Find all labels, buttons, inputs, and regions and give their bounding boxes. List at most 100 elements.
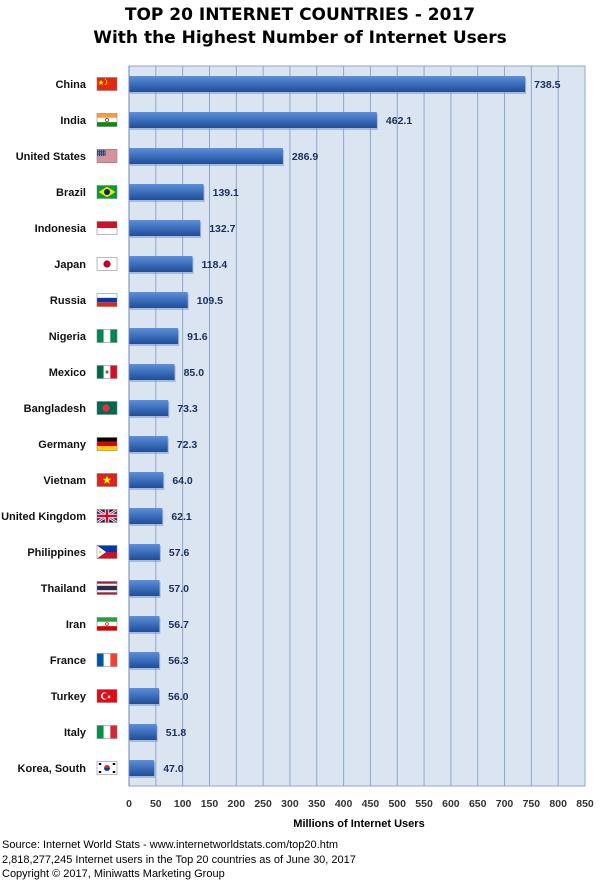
value-label: 56.3	[168, 655, 189, 667]
value-label: 286.9	[292, 151, 318, 163]
x-axis-label: Millions of Internet Users	[293, 818, 424, 830]
bar	[129, 616, 160, 632]
category-label: Korea, South	[18, 763, 87, 775]
category-label: Germany	[38, 439, 87, 451]
mexico-flag-icon	[96, 365, 118, 379]
bar	[129, 184, 204, 200]
value-label: 109.5	[197, 295, 223, 307]
bar	[129, 508, 163, 524]
value-label: 73.3	[177, 403, 198, 415]
x-tick-labels: 0 50 100 150 200 250 300 350 400 450 500 550 600 650 7…	[126, 798, 594, 810]
category-label: Bangladesh	[24, 403, 87, 415]
category-label: Mexico	[49, 367, 87, 379]
value-label: 91.6	[187, 331, 208, 343]
nigeria-flag-icon	[96, 329, 118, 343]
bars	[129, 76, 527, 778]
category-label: Iran	[66, 619, 86, 631]
flag-icons	[96, 77, 118, 775]
footer: Source: Internet World Stats - www.inter…	[2, 838, 356, 882]
bar	[129, 256, 193, 272]
germany-flag-icon	[96, 437, 118, 451]
x-tick-label: 250	[254, 798, 272, 810]
chart-title-block: TOP 20 INTERNET COUNTRIES - 2017 With th…	[0, 4, 600, 50]
value-label: 738.5	[534, 79, 560, 91]
x-tick-label: 550	[415, 798, 433, 810]
thailand-flag-icon	[96, 581, 118, 595]
value-label: 64.0	[172, 475, 193, 487]
uk-flag-icon	[96, 508, 118, 524]
x-tick-label: 100	[174, 798, 192, 810]
bar	[129, 760, 155, 776]
gridlines	[155, 66, 586, 786]
x-tick-label: 750	[523, 798, 541, 810]
category-label: United Kingdom	[1, 511, 86, 523]
bar	[129, 544, 160, 560]
value-label: 57.6	[169, 547, 190, 559]
bar	[129, 724, 157, 740]
brazil-flag-icon	[96, 185, 118, 199]
category-label: Japan	[54, 259, 86, 271]
chart-title: TOP 20 INTERNET COUNTRIES - 2017	[124, 5, 476, 25]
value-label: 56.0	[168, 691, 189, 703]
value-label: 57.0	[169, 583, 190, 595]
x-tick-label: 0	[126, 798, 132, 810]
bar	[129, 220, 201, 236]
value-label: 118.4	[202, 259, 228, 271]
bar	[129, 436, 168, 452]
bar	[129, 148, 283, 164]
category-labels: China India United States Brazil Indonesia Ja…	[1, 79, 87, 775]
category-label: Russia	[50, 295, 87, 307]
usa-flag-icon	[96, 149, 118, 163]
value-label: 51.8	[166, 727, 187, 739]
value-label: 462.1	[386, 115, 412, 127]
category-label: Philippines	[27, 547, 86, 559]
source-note: Source: Internet World Stats - www.inter…	[2, 839, 339, 851]
bar	[129, 328, 179, 344]
vietnam-flag-icon	[96, 473, 118, 487]
x-tick-label: 200	[228, 798, 246, 810]
category-label: Turkey	[51, 691, 87, 703]
x-tick-label: 850	[576, 798, 594, 810]
x-tick-label: 300	[281, 798, 299, 810]
x-tick-label: 150	[201, 798, 219, 810]
italy-flag-icon	[96, 725, 118, 739]
bar	[129, 580, 160, 596]
category-label: Italy	[64, 727, 87, 739]
bar	[129, 652, 160, 668]
russia-flag-icon	[96, 293, 118, 307]
category-label: Indonesia	[35, 223, 87, 235]
category-label: United States	[16, 151, 86, 163]
india-flag-icon	[96, 113, 118, 127]
category-label: Brazil	[56, 187, 86, 199]
x-tick-label: 600	[442, 798, 460, 810]
x-tick-label: 350	[308, 798, 326, 810]
x-tick-label: 50	[150, 798, 162, 810]
turkey-flag-icon	[96, 689, 118, 703]
bar	[129, 112, 377, 128]
bar	[129, 400, 169, 416]
korea-flag-icon	[96, 761, 118, 775]
france-flag-icon	[96, 653, 118, 667]
japan-flag-icon	[96, 257, 118, 271]
value-label: 139.1	[213, 187, 239, 199]
bar	[129, 292, 188, 308]
bar-chart: China India United States Brazil Indonesia Ja…	[1, 65, 594, 830]
category-label: China	[55, 79, 86, 91]
category-label: Nigeria	[49, 331, 87, 343]
bangladesh-flag-icon	[96, 401, 118, 415]
plot-area	[128, 65, 586, 787]
iran-flag-icon	[96, 617, 118, 631]
value-label: 62.1	[171, 511, 192, 523]
indonesia-flag-icon	[96, 221, 118, 235]
category-label: Vietnam	[43, 475, 86, 487]
x-tick-label: 400	[335, 798, 353, 810]
summary-note: 2,818,277,245 Internet users in the Top …	[2, 853, 356, 866]
value-label: 85.0	[184, 367, 205, 379]
value-labels: 738.5 462.1 286.9 139.1 132.7 118.4 109.5 91.6 8…	[163, 79, 560, 775]
bar	[129, 364, 175, 380]
bar	[129, 688, 160, 704]
bar	[129, 76, 526, 92]
value-label: 132.7	[209, 223, 235, 235]
category-label: Thailand	[41, 583, 86, 595]
x-tick-label: 800	[549, 798, 567, 810]
